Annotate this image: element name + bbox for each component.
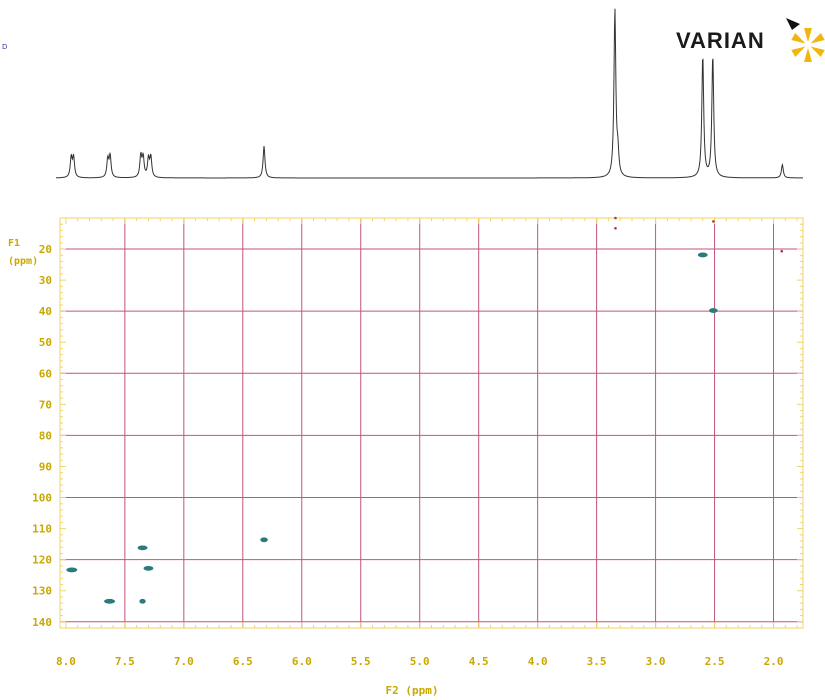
x-axis-label: F2 (ppm) (386, 684, 439, 697)
cross-peak (709, 308, 718, 313)
x-tick-label: 6.0 (292, 655, 312, 668)
y-tick-label: 90 (39, 460, 52, 473)
minor-ticks (60, 218, 803, 628)
plot-frame (59, 217, 804, 629)
cross-peak (103, 598, 116, 604)
y-tick-label: 120 (32, 554, 52, 567)
x-tick-label: 2.0 (764, 655, 784, 668)
y-tick-label: 30 (39, 274, 52, 287)
x-tick-label: 6.5 (233, 655, 253, 668)
y-tick-label: 130 (32, 585, 52, 598)
artifact-dot (712, 220, 715, 223)
artifact-dots (614, 216, 784, 253)
y-tick-label: 80 (39, 429, 52, 442)
y-tick-label: 70 (39, 398, 52, 411)
x-tick-label: 5.5 (351, 655, 371, 668)
y-tick-label: 140 (32, 616, 52, 629)
varian-logo-icon (786, 18, 825, 62)
cross-peak (66, 567, 78, 573)
x-tick-label: 3.0 (646, 655, 666, 668)
cross-peak (137, 545, 148, 551)
x-tick-label: 2.5 (705, 655, 725, 668)
corner-mark: D (2, 43, 8, 51)
cross-peaks (66, 252, 718, 604)
x-tick-label: 5.0 (410, 655, 430, 668)
cross-peak (697, 252, 708, 258)
grid-lines (60, 218, 803, 628)
1d-projection-trace (56, 8, 803, 179)
cross-peak (143, 565, 154, 571)
artifact-dot (614, 216, 617, 220)
brand-name: VARIAN (676, 28, 765, 53)
y-tick-label: 20 (39, 243, 52, 256)
y-tick-label: 110 (32, 523, 52, 536)
y-tick-label: 100 (32, 492, 52, 505)
y-tick-label: 40 (39, 305, 52, 318)
x-tick-label: 8.0 (56, 655, 76, 668)
x-tick-label: 4.0 (528, 655, 548, 668)
y-tick-label: 50 (39, 336, 52, 349)
x-tick-label: 4.5 (469, 655, 489, 668)
artifact-dot (614, 226, 617, 230)
y-tick-labels: 20 30 40 50 60 70 80 90 100 110 120 130 140 (32, 243, 52, 629)
cross-peak (139, 598, 146, 604)
y-tick-label: 60 (39, 367, 52, 380)
x-tick-label: 7.5 (115, 655, 135, 668)
y-axis-label: F1 (8, 238, 20, 249)
x-tick-label: 7.0 (174, 655, 194, 668)
cross-peak (260, 537, 268, 543)
artifact-dot (780, 249, 784, 253)
x-tick-label: 3.5 (587, 655, 607, 668)
x-tick-labels: 8.0 7.5 7.0 6.5 6.0 5.5 5.0 4.5 4.0 3.5 3.0 2.5 2.0 (56, 655, 783, 668)
y-axis-label-unit: (ppm) (8, 256, 38, 267)
